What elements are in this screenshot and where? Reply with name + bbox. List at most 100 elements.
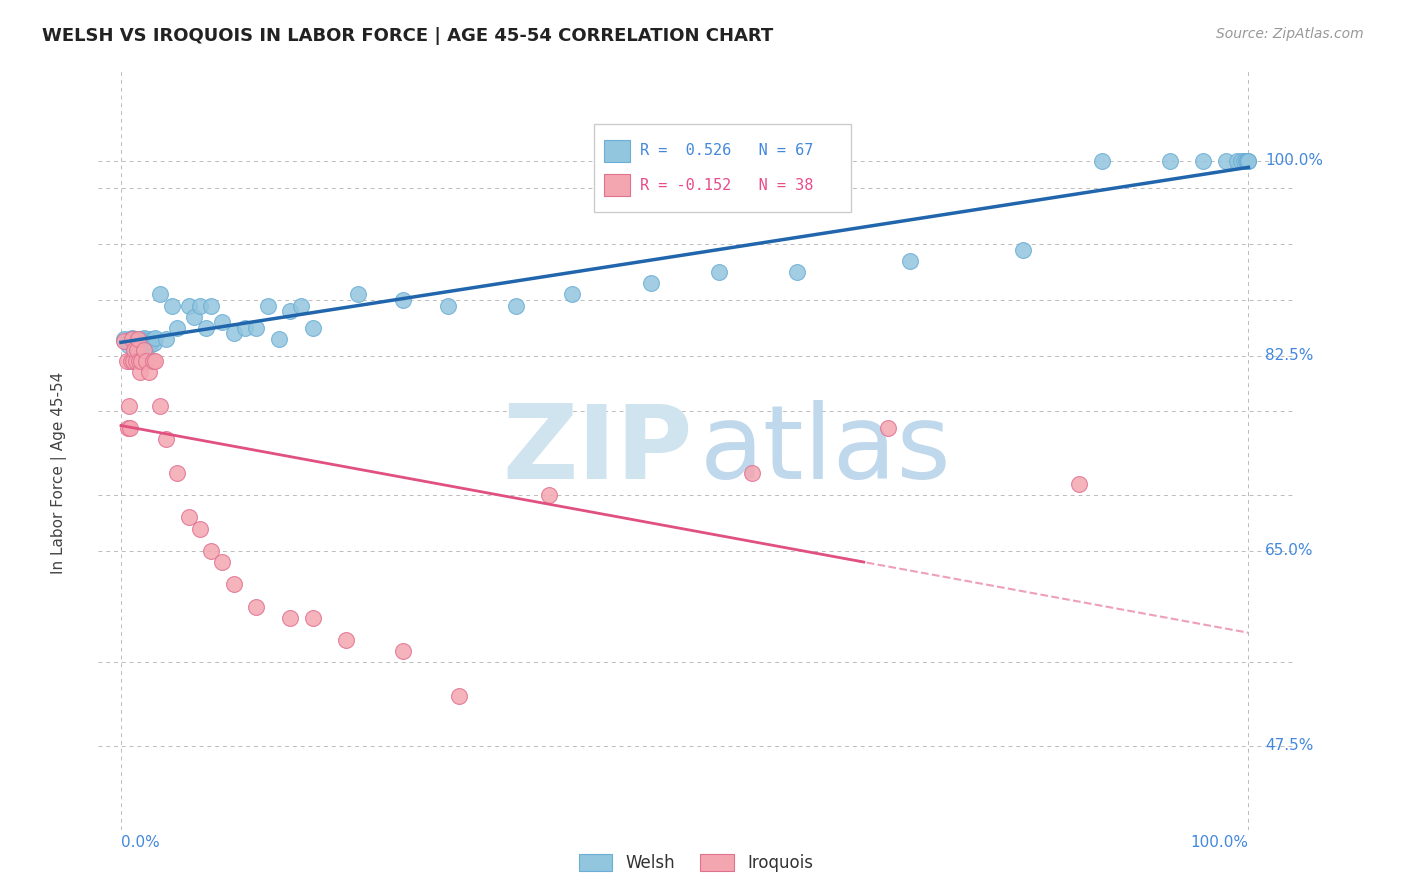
Text: atlas: atlas xyxy=(700,400,952,501)
Point xyxy=(129,354,152,368)
Point xyxy=(120,354,142,368)
Point xyxy=(245,321,267,335)
Text: WELSH VS IROQUOIS IN LABOR FORCE | AGE 45-54 CORRELATION CHART: WELSH VS IROQUOIS IN LABOR FORCE | AGE 4… xyxy=(42,27,773,45)
Point xyxy=(640,277,662,291)
Point xyxy=(1237,153,1260,168)
Point xyxy=(127,334,149,349)
Point xyxy=(128,354,150,368)
Point xyxy=(392,644,415,658)
Point xyxy=(194,321,217,335)
Point xyxy=(141,335,163,350)
Point xyxy=(1236,153,1258,168)
Point xyxy=(741,466,763,480)
Text: R = -0.152   N = 38: R = -0.152 N = 38 xyxy=(640,178,813,193)
Point xyxy=(301,611,323,625)
Point xyxy=(301,321,323,335)
Point xyxy=(141,354,163,368)
Point xyxy=(211,555,233,569)
Point xyxy=(138,334,160,349)
Point xyxy=(290,299,312,313)
Point xyxy=(1012,243,1035,257)
Point xyxy=(160,299,183,313)
FancyBboxPatch shape xyxy=(605,140,630,162)
Point xyxy=(139,337,162,351)
Point xyxy=(1215,153,1237,168)
Point xyxy=(449,689,471,703)
Point xyxy=(127,332,149,346)
Text: R =  0.526   N = 67: R = 0.526 N = 67 xyxy=(640,144,813,159)
Point xyxy=(1234,153,1257,168)
Point xyxy=(115,354,138,368)
Point xyxy=(117,337,139,351)
Point xyxy=(128,337,150,351)
Text: 100.0%: 100.0% xyxy=(1191,835,1249,850)
Point xyxy=(1091,153,1114,168)
Point xyxy=(118,335,141,350)
Point xyxy=(1069,477,1091,491)
FancyBboxPatch shape xyxy=(605,174,630,196)
Legend: Welsh, Iroquois: Welsh, Iroquois xyxy=(572,847,820,879)
Point xyxy=(129,332,152,346)
Point xyxy=(188,299,211,313)
Point xyxy=(166,466,188,480)
Point xyxy=(136,332,159,346)
Point xyxy=(1226,153,1249,168)
Point xyxy=(437,299,460,313)
Point xyxy=(211,315,233,329)
Point xyxy=(538,488,561,502)
Point xyxy=(138,366,160,380)
Point xyxy=(132,331,155,345)
Point xyxy=(222,326,245,341)
Point xyxy=(245,599,267,614)
Point xyxy=(898,254,921,268)
Point xyxy=(200,544,222,558)
Point xyxy=(124,354,146,368)
Point xyxy=(155,433,177,447)
Point xyxy=(233,321,256,335)
Point xyxy=(786,265,808,279)
Point xyxy=(121,332,143,346)
Point xyxy=(1233,153,1256,168)
Point xyxy=(118,421,141,435)
Point xyxy=(561,287,583,301)
Point xyxy=(278,611,301,625)
Point xyxy=(876,421,898,435)
Point xyxy=(122,354,145,368)
Point xyxy=(188,521,211,535)
Point xyxy=(278,304,301,318)
Point xyxy=(222,577,245,591)
Point xyxy=(124,336,146,351)
Point xyxy=(120,336,142,351)
Text: 65.0%: 65.0% xyxy=(1265,543,1313,558)
Point xyxy=(118,399,141,413)
Text: 47.5%: 47.5% xyxy=(1265,739,1313,754)
Point xyxy=(1229,153,1251,168)
Point xyxy=(143,354,166,368)
Point xyxy=(335,633,357,648)
Point xyxy=(1236,153,1258,168)
Point xyxy=(115,334,138,349)
Point xyxy=(267,332,290,346)
Point xyxy=(166,321,188,335)
Point xyxy=(112,334,135,349)
Text: 0.0%: 0.0% xyxy=(121,835,160,850)
Point xyxy=(707,265,730,279)
Point xyxy=(117,421,139,435)
Point xyxy=(1192,153,1215,168)
Point xyxy=(135,337,157,351)
Point xyxy=(125,343,148,358)
Point xyxy=(124,343,146,358)
Point xyxy=(131,336,153,351)
Point xyxy=(134,334,156,349)
Point xyxy=(346,287,368,301)
Point xyxy=(122,334,145,349)
Point xyxy=(183,310,205,324)
Text: Source: ZipAtlas.com: Source: ZipAtlas.com xyxy=(1216,27,1364,41)
Point xyxy=(1159,153,1181,168)
Point xyxy=(135,354,157,368)
Point xyxy=(121,331,143,345)
Point xyxy=(129,335,152,350)
Point xyxy=(125,332,148,346)
Point xyxy=(505,299,527,313)
Point xyxy=(392,293,415,307)
